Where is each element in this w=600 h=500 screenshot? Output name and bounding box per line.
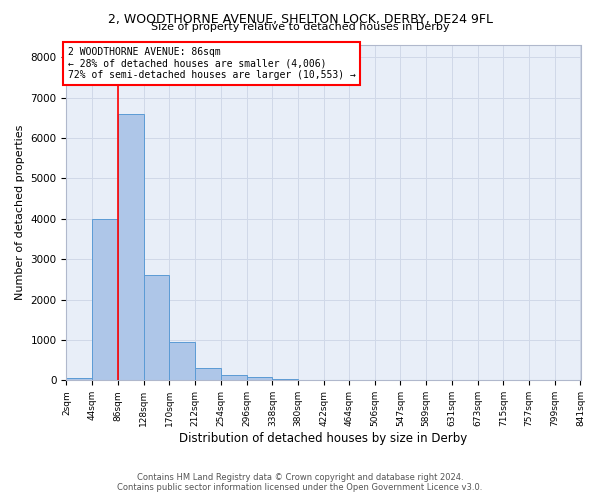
Text: Contains HM Land Registry data © Crown copyright and database right 2024.
Contai: Contains HM Land Registry data © Crown c… <box>118 473 482 492</box>
Bar <box>143 276 169 380</box>
Bar <box>272 378 298 380</box>
Text: Size of property relative to detached houses in Derby: Size of property relative to detached ho… <box>151 22 449 32</box>
Bar <box>221 374 247 380</box>
X-axis label: Distribution of detached houses by size in Derby: Distribution of detached houses by size … <box>179 432 467 445</box>
Y-axis label: Number of detached properties: Number of detached properties <box>15 125 25 300</box>
Bar <box>92 218 118 380</box>
Bar <box>118 114 143 380</box>
Bar <box>67 378 92 380</box>
Text: 2 WOODTHORNE AVENUE: 86sqm
← 28% of detached houses are smaller (4,006)
72% of s: 2 WOODTHORNE AVENUE: 86sqm ← 28% of deta… <box>68 47 356 80</box>
Bar <box>247 377 272 380</box>
Text: 2, WOODTHORNE AVENUE, SHELTON LOCK, DERBY, DE24 9FL: 2, WOODTHORNE AVENUE, SHELTON LOCK, DERB… <box>107 12 493 26</box>
Bar <box>195 368 221 380</box>
Bar <box>169 342 195 380</box>
